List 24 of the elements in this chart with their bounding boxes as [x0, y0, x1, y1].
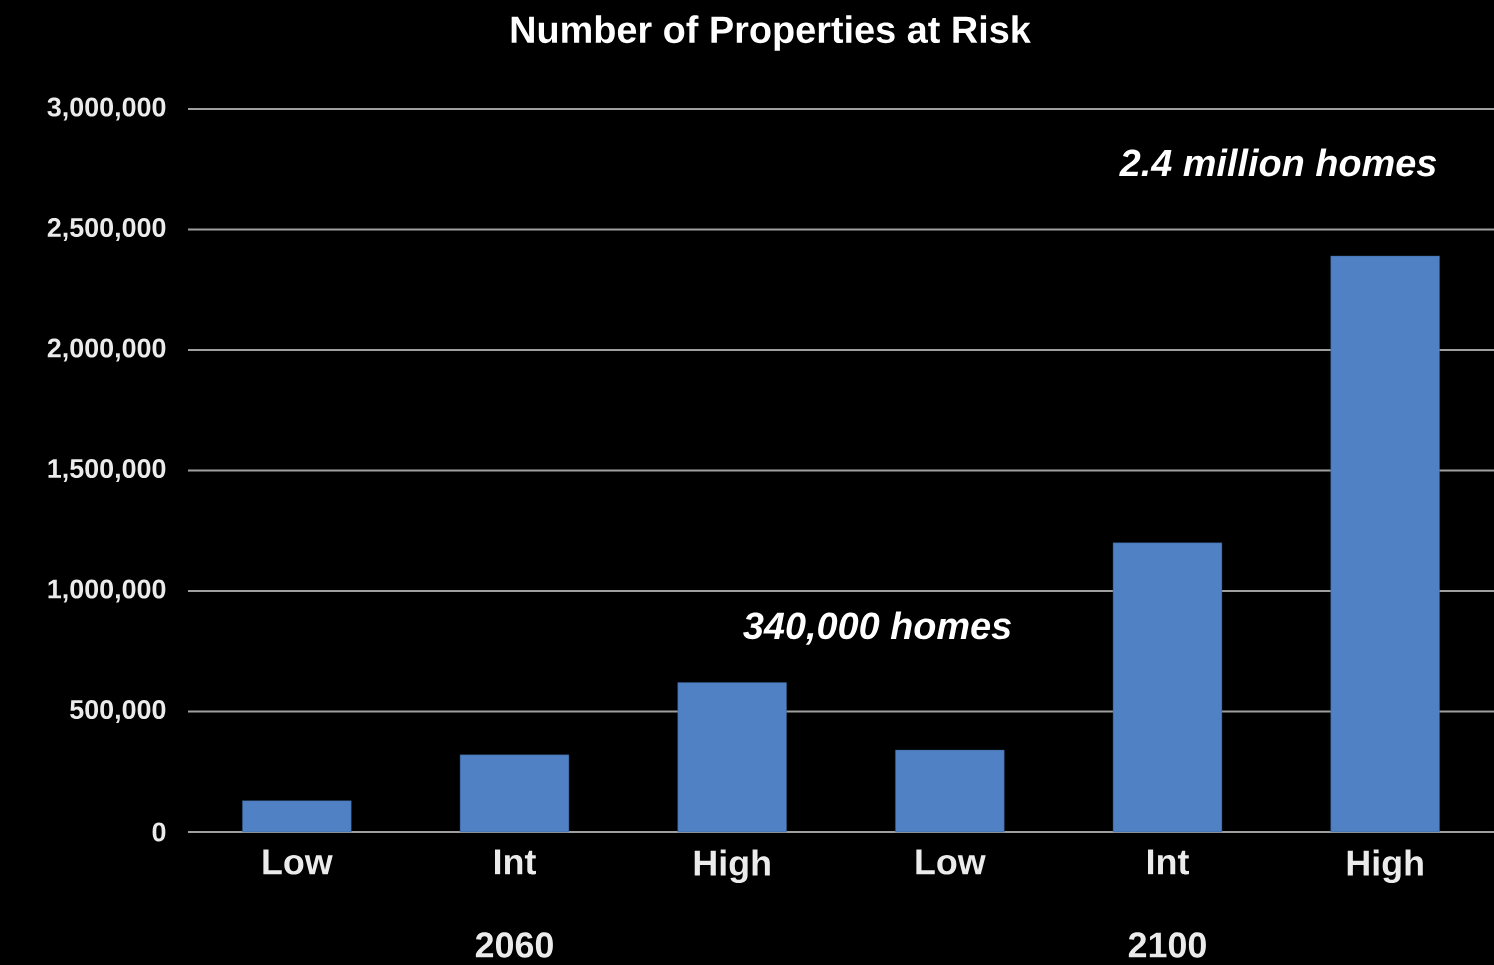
bar	[895, 749, 1005, 833]
bar	[1330, 255, 1440, 833]
bar	[1112, 542, 1223, 833]
x-tick-label: Int	[1147, 849, 1189, 875]
y-tick-label: 0	[152, 822, 166, 842]
text: 2100	[1128, 932, 1206, 958]
bar	[677, 682, 787, 833]
y-tick-label: 1,000,000	[48, 579, 166, 603]
annotation: 340,000 homes	[743, 611, 1011, 645]
y-tick-label: 3,000,000	[47, 97, 166, 121]
text: 2060	[475, 932, 553, 958]
y-tick-label: 1,500,000	[48, 459, 166, 482]
chart-title: Number of Properties at Risk	[511, 15, 1031, 51]
y-tick-label: 2,500,000	[47, 218, 166, 241]
bar	[459, 754, 570, 833]
annotation: 2.4 million homes	[1119, 148, 1437, 177]
x-tick-label: Int	[495, 849, 536, 875]
x-tick-label: Low	[916, 849, 986, 875]
x-tick-label: High	[694, 849, 770, 884]
y-tick-label: 2,000,000	[47, 338, 166, 362]
x-tick-label: High	[1347, 849, 1423, 884]
bar	[242, 800, 352, 833]
y-tick-label: 500,000	[70, 700, 166, 723]
x-tick-label: Low	[263, 849, 333, 875]
